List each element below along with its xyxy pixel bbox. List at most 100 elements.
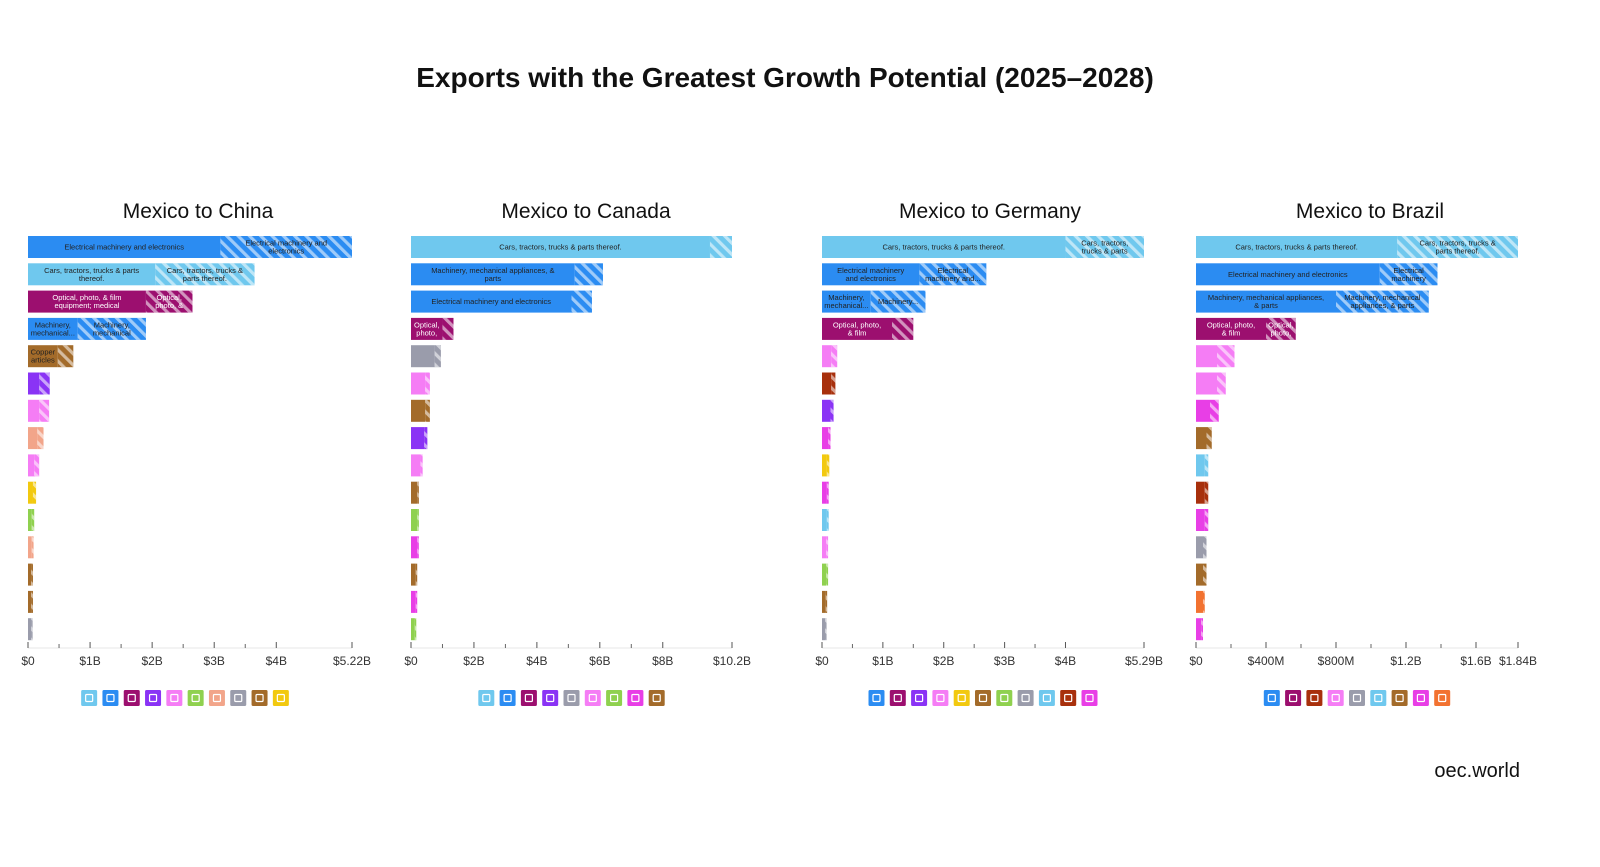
bar-current[interactable] xyxy=(1196,317,1266,340)
bar-current[interactable] xyxy=(28,563,32,586)
machinery-icon[interactable] xyxy=(1263,690,1280,706)
bar-current[interactable] xyxy=(28,372,40,395)
metals-icon[interactable] xyxy=(975,690,991,706)
bar-current[interactable] xyxy=(822,509,827,531)
bar-current[interactable] xyxy=(1196,481,1205,504)
bar-current[interactable] xyxy=(411,263,575,286)
bar-current[interactable] xyxy=(1196,263,1380,286)
bar-current[interactable] xyxy=(1196,590,1203,613)
bar-current[interactable] xyxy=(822,290,871,313)
bar-current[interactable] xyxy=(822,454,827,477)
chemicals-products-icon[interactable] xyxy=(1412,690,1429,706)
bar-current[interactable] xyxy=(822,618,826,641)
bar-current[interactable] xyxy=(411,372,426,395)
bar-current[interactable] xyxy=(1196,454,1205,477)
animal-products-icon[interactable] xyxy=(1434,690,1451,706)
bar-current[interactable] xyxy=(822,563,827,586)
bar-current[interactable] xyxy=(1196,427,1207,450)
bar-current[interactable] xyxy=(822,317,892,340)
foodstuffs-icon[interactable] xyxy=(272,690,289,706)
x-tick-label: $2B xyxy=(933,654,954,668)
bar-current[interactable] xyxy=(822,372,832,395)
bar-current[interactable] xyxy=(822,263,920,286)
bar-current[interactable] xyxy=(1196,509,1205,531)
bar-current[interactable] xyxy=(411,317,443,340)
precious-metals-icon[interactable] xyxy=(911,690,928,706)
transport-icon[interactable] xyxy=(1370,690,1387,706)
transport-icon[interactable] xyxy=(478,690,495,706)
metals-icon[interactable] xyxy=(1391,690,1408,706)
bar-current[interactable] xyxy=(1196,399,1210,422)
bar-current[interactable] xyxy=(28,536,32,559)
bar-current[interactable] xyxy=(822,236,1066,258)
bar-current[interactable] xyxy=(822,481,827,504)
bar-current[interactable] xyxy=(1196,563,1203,586)
bar-current[interactable] xyxy=(822,590,826,613)
bar-current[interactable] xyxy=(28,454,35,477)
bar-current[interactable] xyxy=(411,427,425,450)
chemicals-icon[interactable] xyxy=(1327,690,1344,706)
bar-current[interactable] xyxy=(411,481,418,504)
bar-current[interactable] xyxy=(411,399,426,422)
metals-icon[interactable] xyxy=(251,690,268,706)
instruments-icon[interactable] xyxy=(123,690,140,706)
chemicals-products-icon[interactable] xyxy=(627,690,644,706)
machinery-icon[interactable] xyxy=(102,690,119,706)
chemicals-icon[interactable] xyxy=(932,690,949,706)
transport-icon[interactable] xyxy=(81,690,98,706)
bar-current[interactable] xyxy=(28,618,32,641)
machinery-icon[interactable] xyxy=(499,690,516,706)
transport-icon[interactable] xyxy=(1038,690,1055,706)
bar-current[interactable] xyxy=(411,536,418,559)
plastics-icon[interactable] xyxy=(1349,690,1365,706)
precious-metals-icon[interactable] xyxy=(542,690,559,706)
bar-current[interactable] xyxy=(1196,290,1336,313)
vegetable-icon[interactable] xyxy=(606,690,623,706)
plastics-icon[interactable] xyxy=(230,690,247,706)
bar-current[interactable] xyxy=(1196,618,1202,641)
bar-current[interactable] xyxy=(28,481,33,504)
chemicals-products-icon[interactable] xyxy=(1081,690,1098,706)
foodstuffs-icon[interactable] xyxy=(953,690,970,706)
bar-current[interactable] xyxy=(28,263,156,286)
bar-current[interactable] xyxy=(411,590,416,613)
bar-current[interactable] xyxy=(28,290,146,313)
minerals-icon[interactable] xyxy=(1306,690,1323,706)
bar-current[interactable] xyxy=(1196,536,1203,559)
bar-current[interactable] xyxy=(411,509,418,531)
bar-current[interactable] xyxy=(28,590,32,613)
chemicals-icon[interactable] xyxy=(166,690,183,706)
bar-current[interactable] xyxy=(28,236,221,258)
instruments-icon[interactable] xyxy=(520,690,537,706)
bar-current[interactable] xyxy=(28,427,38,450)
textiles-icon[interactable] xyxy=(208,690,225,706)
bar-current[interactable] xyxy=(822,427,829,450)
bar-current[interactable] xyxy=(822,399,831,422)
bar-current[interactable] xyxy=(28,345,58,368)
bar-current[interactable] xyxy=(411,563,416,586)
bar-current[interactable] xyxy=(411,290,572,313)
instruments-icon[interactable] xyxy=(889,690,906,706)
bar-current[interactable] xyxy=(411,454,421,477)
plastics-icon[interactable] xyxy=(1017,690,1034,706)
vegetable-icon[interactable] xyxy=(187,690,204,706)
precious-metals-icon[interactable] xyxy=(145,690,162,706)
bar-current[interactable] xyxy=(1196,345,1217,368)
metals-icon[interactable] xyxy=(648,690,665,706)
chemicals-icon[interactable] xyxy=(584,690,601,706)
bar-current[interactable] xyxy=(28,399,40,422)
bar-current[interactable] xyxy=(822,536,827,559)
machinery-icon[interactable] xyxy=(868,690,885,706)
bar-current[interactable] xyxy=(1196,236,1398,258)
vegetable-icon[interactable] xyxy=(996,690,1013,706)
bar-current[interactable] xyxy=(822,345,832,368)
bar-current[interactable] xyxy=(1196,372,1217,395)
bar-current[interactable] xyxy=(411,618,415,641)
bar-current[interactable] xyxy=(411,345,435,368)
bar-current[interactable] xyxy=(411,236,710,258)
plastics-icon[interactable] xyxy=(563,690,580,706)
minerals-icon[interactable] xyxy=(1060,690,1077,706)
bar-current[interactable] xyxy=(28,317,78,340)
bar-current[interactable] xyxy=(28,509,32,531)
instruments-icon[interactable] xyxy=(1285,690,1302,706)
